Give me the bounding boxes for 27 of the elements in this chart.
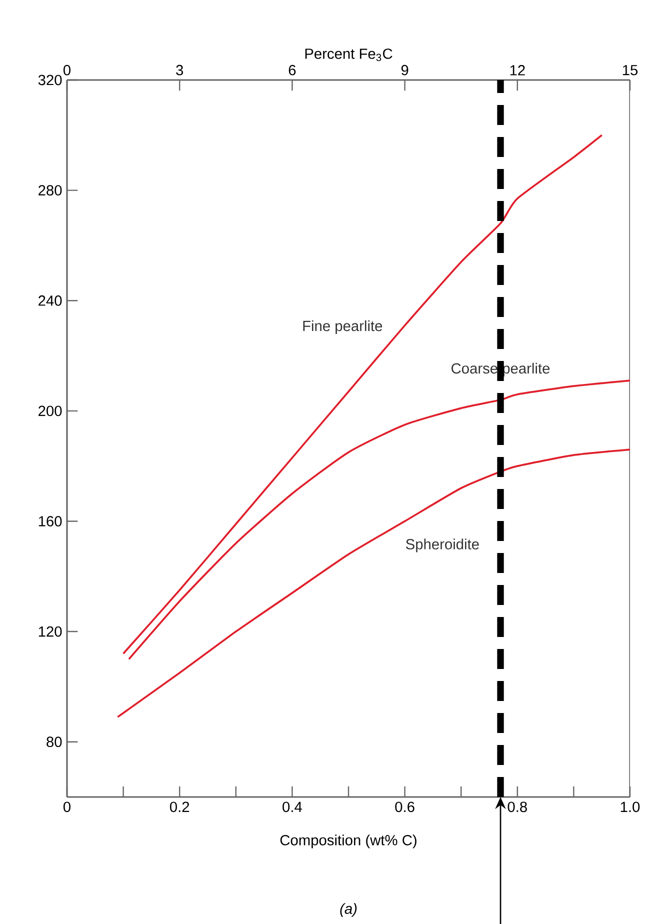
y-tick-label: 200 — [38, 406, 62, 416]
x-tick-label: 0.8 — [508, 802, 527, 812]
y-tick-label: 280 — [38, 185, 62, 196]
y-tick-label: 80 — [46, 736, 62, 748]
y-tick-label: 320 — [38, 74, 62, 86]
line-series — [116, 448, 630, 718]
text: (a) — [340, 903, 357, 917]
x-tick-label: 0.6 — [395, 802, 414, 812]
line-series — [128, 380, 630, 660]
x2-tick-label: 6 — [288, 64, 296, 76]
x2-tick-label: 15 — [622, 65, 638, 76]
x-axis-title: Composition (wt% C) — [280, 834, 416, 848]
x2-tick-label: 0 — [63, 64, 70, 76]
x2-tick-label: 12 — [510, 65, 525, 76]
series-label: Fine pearlite — [303, 320, 382, 334]
x-tick-label: 0 — [63, 802, 70, 812]
x-tick-label: 0.4 — [282, 802, 302, 812]
line-series — [122, 134, 603, 655]
x2-tick-label: 3 — [176, 64, 184, 76]
y-tick-label: 240 — [38, 295, 62, 306]
x2-tick-label: 9 — [401, 64, 408, 76]
y-tick-label: 120 — [38, 626, 62, 637]
x2-axis-title: Percent Fe$_{3}$C — [305, 48, 392, 62]
x-tick-label: 1.0 — [620, 802, 640, 812]
y-tick-label: 160 — [38, 516, 62, 526]
x-tick-label: 0.2 — [170, 802, 190, 812]
series-label: Spheroidite — [406, 538, 479, 552]
